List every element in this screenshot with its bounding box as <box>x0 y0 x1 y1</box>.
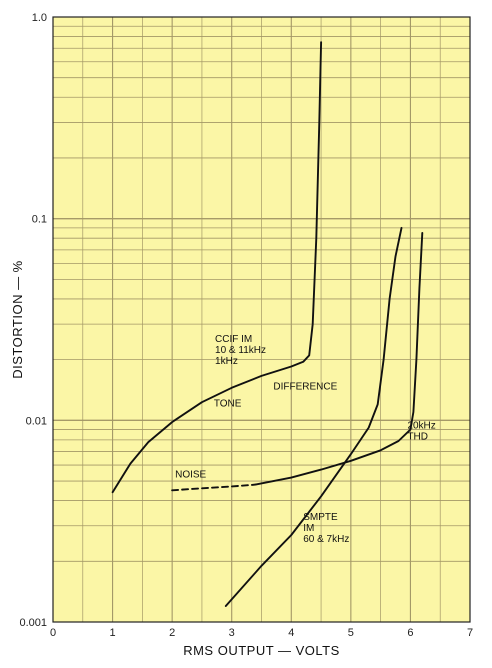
annotation-line: 60 & 7kHz <box>303 534 349 545</box>
annotation-line: IM <box>303 523 314 534</box>
x-tick-label: 4 <box>288 627 294 639</box>
curve-annotation: CCIF IM 10 & 11kHz 1kHz <box>215 334 266 367</box>
curve-annotation: TONE <box>214 399 242 410</box>
x-tick-label: 5 <box>348 627 354 639</box>
series-line <box>171 483 257 492</box>
series-line <box>111 41 323 494</box>
curve-annotation: SMPTE IM 60 & 7kHz <box>303 512 349 545</box>
annotation-line: TONE <box>214 399 242 410</box>
x-tick-label: 1 <box>110 627 116 639</box>
y-tick-label: 1.0 <box>32 12 47 24</box>
curve-annotation: NOISE <box>175 470 206 481</box>
x-tick-label: 2 <box>169 627 175 639</box>
y-axis-label: DISTORTION — % <box>10 260 25 378</box>
x-tick-label: 7 <box>467 627 473 639</box>
x-tick-label: 0 <box>50 627 56 639</box>
y-tick-labels: 0.001 0.01 0.1 1.0 <box>19 12 47 629</box>
y-tick-label: 0.1 <box>32 214 47 226</box>
series-line <box>254 231 424 486</box>
annotation-line: CCIF IM <box>215 334 252 345</box>
series-lines <box>111 41 424 607</box>
x-axis-label: RMS OUTPUT — VOLTS <box>183 643 340 658</box>
y-tick-label: 0.01 <box>26 415 47 427</box>
curve-annotations: CCIF IM 10 & 11kHz 1kHz DIFFERENCE TONE NOISE… <box>175 334 436 545</box>
x-tick-label: 6 <box>407 627 413 639</box>
series-line <box>224 226 403 607</box>
curve-annotation: 20kHz THD <box>407 421 435 443</box>
x-tick-label: 3 <box>229 627 235 639</box>
curve-annotation: DIFFERENCE <box>273 382 337 393</box>
x-tick-labels: 0 1 2 3 4 5 6 7 <box>50 627 473 639</box>
plot-frame <box>52 16 471 623</box>
annotation-line: DIFFERENCE <box>273 382 337 393</box>
annotation-line: SMPTE <box>303 512 338 523</box>
y-tick-label: 0.001 <box>19 617 47 629</box>
annotation-line: NOISE <box>175 470 206 481</box>
annotation-line: 20kHz <box>407 421 435 432</box>
annotation-line: THD <box>407 432 428 443</box>
annotation-line: 1kHz <box>215 356 238 367</box>
annotation-line: 10 & 11kHz <box>215 345 266 356</box>
